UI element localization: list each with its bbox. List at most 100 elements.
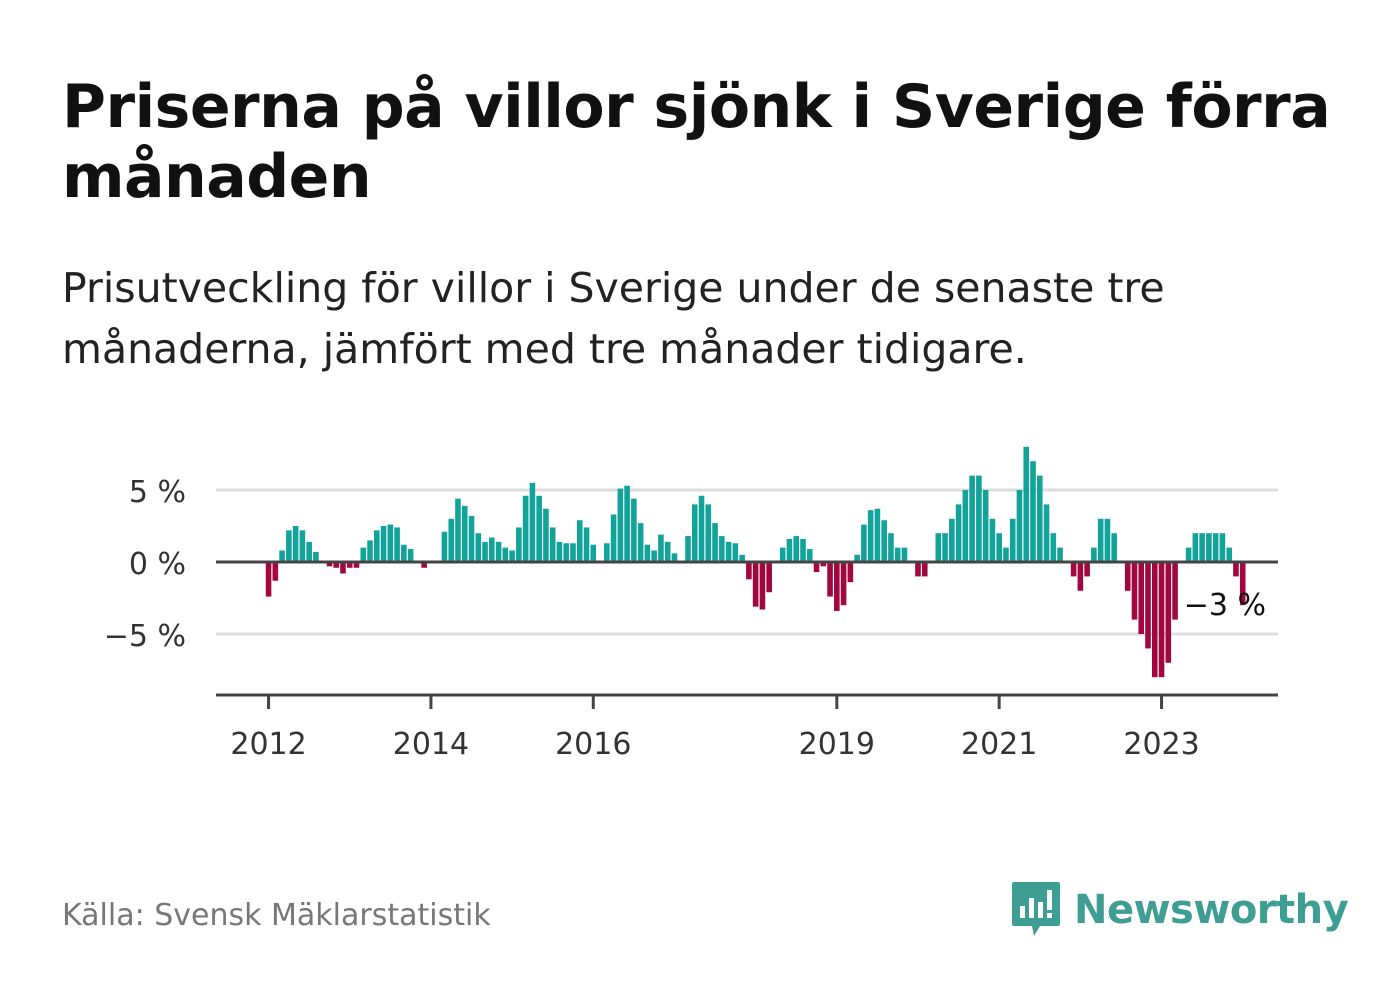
bar xyxy=(543,508,549,562)
bar xyxy=(800,538,806,562)
bar xyxy=(820,562,827,567)
bar xyxy=(590,544,597,562)
bar xyxy=(522,495,529,562)
bar xyxy=(265,562,272,597)
bars xyxy=(265,446,1246,678)
bar xyxy=(461,505,468,562)
bar xyxy=(766,562,772,593)
bar xyxy=(685,536,691,562)
bar xyxy=(1009,518,1016,562)
bar xyxy=(489,537,495,562)
bar xyxy=(881,520,887,562)
bar xyxy=(1158,562,1165,678)
bar xyxy=(279,550,285,562)
bar xyxy=(1050,533,1057,562)
bar xyxy=(1043,504,1050,562)
bar xyxy=(299,530,306,562)
bar xyxy=(1206,533,1212,562)
x-tick-label: 2019 xyxy=(799,727,875,762)
bar xyxy=(1104,518,1111,562)
bar xyxy=(1151,562,1158,678)
bar xyxy=(894,547,901,562)
bar xyxy=(752,562,759,607)
bar xyxy=(1138,562,1145,634)
x-tick-label: 2023 xyxy=(1123,727,1199,762)
bar xyxy=(786,538,793,562)
bar xyxy=(1124,562,1131,591)
bar xyxy=(962,490,969,562)
y-tick-label: 0 % xyxy=(129,547,186,582)
bar xyxy=(1023,446,1030,562)
bar xyxy=(374,530,380,562)
bar xyxy=(360,547,367,562)
bar xyxy=(712,523,718,562)
bar xyxy=(1084,562,1090,577)
bar xyxy=(651,550,657,562)
bar xyxy=(949,518,955,562)
bar xyxy=(292,526,299,562)
bar xyxy=(1233,562,1239,577)
source-note: Källa: Svensk Mäklarstatistik xyxy=(62,898,491,933)
bar xyxy=(1030,461,1036,562)
bar xyxy=(1165,562,1172,663)
bar xyxy=(955,504,962,562)
bar xyxy=(509,550,515,562)
bar xyxy=(732,543,739,562)
bar xyxy=(1239,562,1246,606)
bar xyxy=(1097,518,1104,562)
bar xyxy=(969,475,975,562)
bar xyxy=(691,504,698,562)
bar xyxy=(827,562,833,597)
y-tick-label: 5 % xyxy=(129,475,186,510)
bar xyxy=(1145,562,1151,649)
bar xyxy=(1111,533,1117,562)
bar xyxy=(624,485,630,562)
bar xyxy=(583,527,590,562)
bar xyxy=(475,533,482,562)
bar xyxy=(901,547,908,562)
bar xyxy=(867,510,874,562)
bar xyxy=(1077,562,1084,591)
axes: 5 % 0 % −5 % 2012 2014 2016 2019 2021 2023 −3 % xyxy=(104,475,1278,762)
bar xyxy=(340,562,346,574)
bar xyxy=(570,543,576,562)
bar xyxy=(631,498,637,562)
bar xyxy=(536,495,542,562)
bar xyxy=(658,534,664,562)
bar xyxy=(346,562,353,568)
bar xyxy=(1172,562,1178,620)
bar xyxy=(1036,475,1043,562)
bar xyxy=(407,549,414,562)
bar xyxy=(989,518,996,562)
bar xyxy=(874,508,881,562)
bar xyxy=(502,547,509,562)
bar xyxy=(1212,533,1219,562)
bar xyxy=(847,562,854,583)
bar xyxy=(529,482,536,562)
bar xyxy=(793,536,800,562)
bar xyxy=(671,553,678,562)
bar xyxy=(448,518,455,562)
bar xyxy=(326,562,333,567)
y-tick-label: −5 % xyxy=(104,619,186,654)
bar xyxy=(759,562,766,610)
bar xyxy=(272,562,279,581)
bar xyxy=(664,541,671,562)
bar xyxy=(380,526,387,562)
bar xyxy=(576,520,583,562)
bar xyxy=(401,544,407,562)
bar xyxy=(1016,490,1023,562)
bar xyxy=(739,554,745,562)
bar xyxy=(367,540,373,562)
bar xyxy=(698,495,705,562)
bar xyxy=(921,562,928,577)
bar xyxy=(610,514,617,562)
bar xyxy=(516,527,522,562)
bar xyxy=(840,562,847,606)
bar xyxy=(996,533,1002,562)
bar xyxy=(313,551,319,562)
x-tick-label: 2021 xyxy=(961,727,1037,762)
bar xyxy=(556,541,563,562)
bar xyxy=(1185,547,1192,562)
